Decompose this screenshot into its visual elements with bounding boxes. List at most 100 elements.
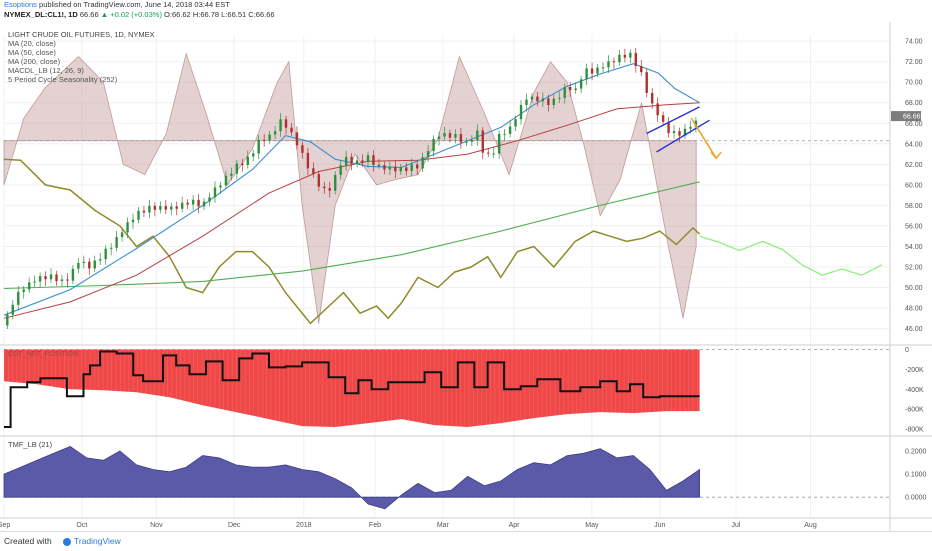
candle-body[interactable]: [650, 92, 654, 104]
candle-body[interactable]: [454, 134, 457, 138]
candle-body[interactable]: [153, 205, 157, 210]
candle-body[interactable]: [44, 276, 47, 280]
candle-body[interactable]: [405, 167, 408, 172]
candle-body[interactable]: [6, 314, 9, 326]
candle-body[interactable]: [437, 136, 441, 139]
price-chart[interactable]: 46.00 48.00 50.00 52.00 54.00 56.00 58.00 60.00…: [0, 22, 932, 531]
candle-body[interactable]: [672, 131, 676, 134]
candle-body[interactable]: [656, 103, 659, 116]
candle-body[interactable]: [558, 97, 561, 99]
candle-body[interactable]: [104, 248, 107, 260]
candle-body[interactable]: [213, 187, 217, 198]
candle-body[interactable]: [640, 66, 643, 73]
candle-body[interactable]: [372, 155, 375, 165]
candle-body[interactable]: [88, 261, 91, 269]
candle-body[interactable]: [426, 151, 430, 158]
candle-body[interactable]: [547, 98, 550, 106]
candle-body[interactable]: [148, 205, 151, 213]
candle-body[interactable]: [388, 166, 392, 170]
cycle-seasonality-band[interactable]: [3, 52, 697, 324]
candle-body[interactable]: [525, 99, 528, 105]
candle-body[interactable]: [77, 263, 80, 269]
candle-body[interactable]: [355, 160, 359, 164]
tmf-pane[interactable]: [3, 445, 890, 510]
candle-body[interactable]: [366, 155, 370, 162]
publisher-link[interactable]: Esoptions: [4, 0, 37, 9]
candle-body[interactable]: [295, 132, 299, 146]
candle-body[interactable]: [530, 96, 534, 100]
candle-body[interactable]: [585, 68, 588, 80]
symbol-name[interactable]: NYMEX_DL:CL1!, 1D: [4, 9, 78, 19]
candle-body[interactable]: [563, 87, 566, 98]
candle-body[interactable]: [618, 54, 621, 63]
candle-body[interactable]: [541, 98, 545, 102]
candle-body[interactable]: [312, 168, 315, 175]
candle-body[interactable]: [109, 247, 113, 249]
candle-body[interactable]: [22, 289, 25, 292]
candle-body[interactable]: [645, 72, 648, 93]
candle-body[interactable]: [415, 164, 419, 169]
candle-body[interactable]: [623, 54, 627, 58]
candle-body[interactable]: [689, 126, 692, 129]
candle-body[interactable]: [27, 282, 31, 290]
candle-body[interactable]: [323, 186, 326, 189]
candle-body[interactable]: [421, 157, 424, 169]
price-pane[interactable]: [3, 48, 890, 330]
candle-body[interactable]: [410, 164, 413, 172]
candle-body[interactable]: [164, 206, 167, 210]
seasonality-projection-line[interactable]: [699, 235, 882, 276]
candle-body[interactable]: [519, 104, 523, 120]
candle-body[interactable]: [49, 274, 53, 280]
candle-body[interactable]: [180, 202, 184, 209]
candle-body[interactable]: [492, 153, 495, 155]
candle-body[interactable]: [202, 201, 206, 207]
candle-body[interactable]: [268, 134, 271, 141]
legend-ma200[interactable]: MA (200, close): [8, 57, 61, 66]
candle-body[interactable]: [120, 232, 124, 238]
candle-body[interactable]: [99, 259, 102, 261]
candle-body[interactable]: [574, 88, 577, 91]
candle-body[interactable]: [383, 165, 386, 170]
candle-body[interactable]: [11, 304, 14, 315]
legend-seasonality[interactable]: 5 Period Cycle Seasonality (252): [8, 75, 118, 84]
candle-body[interactable]: [93, 260, 96, 269]
candle-body[interactable]: [607, 61, 610, 68]
candle-body[interactable]: [344, 156, 348, 166]
candle-body[interactable]: [536, 96, 539, 102]
candle-body[interactable]: [612, 61, 616, 63]
candle-body[interactable]: [33, 281, 36, 283]
ma200-line[interactable]: [3, 181, 700, 290]
candle-body[interactable]: [497, 133, 501, 154]
candle-body[interactable]: [350, 156, 353, 164]
candle-body[interactable]: [279, 119, 282, 132]
candle-body[interactable]: [290, 127, 293, 133]
candle-body[interactable]: [170, 206, 173, 210]
candle-body[interactable]: [508, 126, 512, 134]
candle-body[interactable]: [661, 115, 665, 122]
candle-body[interactable]: [667, 121, 670, 134]
legend-ma50[interactable]: MA (50, close): [8, 48, 56, 57]
candle-body[interactable]: [71, 268, 75, 281]
candle-body[interactable]: [38, 276, 42, 282]
candle-body[interactable]: [241, 163, 244, 165]
candle-body[interactable]: [503, 133, 506, 135]
candle-body[interactable]: [273, 131, 277, 135]
candle-body[interactable]: [306, 152, 310, 169]
candle-body[interactable]: [683, 128, 687, 136]
candle-body[interactable]: [186, 202, 189, 205]
candle-body[interactable]: [601, 67, 605, 69]
candle-body[interactable]: [552, 98, 556, 106]
candle-body[interactable]: [224, 175, 228, 186]
candle-body[interactable]: [465, 141, 468, 143]
candle-body[interactable]: [476, 130, 479, 141]
forecast-arrow[interactable]: [690, 117, 717, 159]
candle-body[interactable]: [487, 152, 490, 154]
candle-body[interactable]: [175, 206, 178, 209]
candle-body[interactable]: [17, 291, 20, 305]
candle-body[interactable]: [246, 156, 249, 165]
tradingview-link[interactable]: TradingView: [63, 532, 121, 551]
candle-body[interactable]: [569, 87, 572, 91]
candle-body[interactable]: [678, 131, 681, 136]
cot-histogram[interactable]: [4, 349, 700, 428]
candle-body[interactable]: [219, 185, 222, 188]
